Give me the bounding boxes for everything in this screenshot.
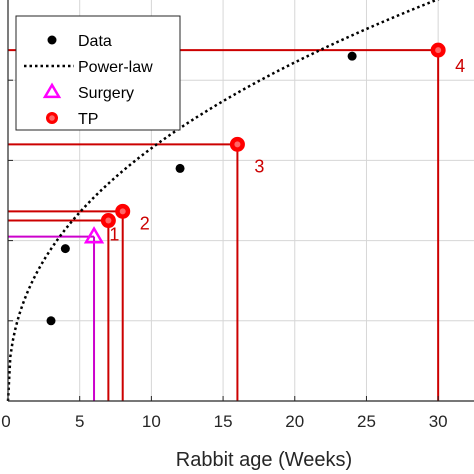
data-point — [175, 163, 185, 173]
tp-marker-center — [119, 208, 126, 215]
legend-entry-tp: TP — [78, 111, 98, 128]
legend-surgery-symbol — [42, 82, 62, 99]
data-point — [347, 51, 357, 61]
tp-label: 4 — [455, 56, 465, 76]
tp-label: 2 — [140, 213, 150, 233]
x-tick-label: 25 — [357, 412, 376, 431]
legend-data-symbol — [47, 35, 57, 45]
legend-entry-data: Data — [78, 33, 112, 50]
tp-label: 3 — [254, 156, 264, 176]
legend-tp-symbol-center — [49, 115, 55, 121]
legend: Data Power-law Surgery TP — [15, 15, 181, 131]
power-law-line — [6, 0, 440, 402]
axes — [7, 0, 474, 402]
power-law-curve — [6, 0, 440, 402]
tp-label: 1 — [109, 225, 119, 245]
tp-marker-center — [435, 47, 442, 54]
x-tick-label: 20 — [285, 412, 304, 431]
data-marks: 1 2 3 4 — [46, 42, 465, 326]
x-tick-label: 0 — [1, 412, 10, 431]
legend-entry-power-law: Power-law — [78, 59, 153, 76]
data-point — [60, 244, 70, 254]
x-tick-label: 15 — [214, 412, 233, 431]
legend-box — [15, 15, 181, 131]
legend-entry-surgery: Surgery — [78, 85, 134, 102]
tp-marker-center — [234, 141, 241, 148]
x-axis-label: Rabbit age (Weeks) — [176, 449, 352, 471]
data-point — [46, 316, 56, 326]
x-ticks: 0 5 10 15 20 25 30 — [1, 396, 448, 431]
x-tick-label: 10 — [142, 412, 161, 431]
surgery-marker — [83, 226, 105, 244]
x-tick-label: 5 — [75, 412, 84, 431]
x-tick-label: 30 — [429, 412, 448, 431]
tp-marker-center — [105, 217, 112, 224]
